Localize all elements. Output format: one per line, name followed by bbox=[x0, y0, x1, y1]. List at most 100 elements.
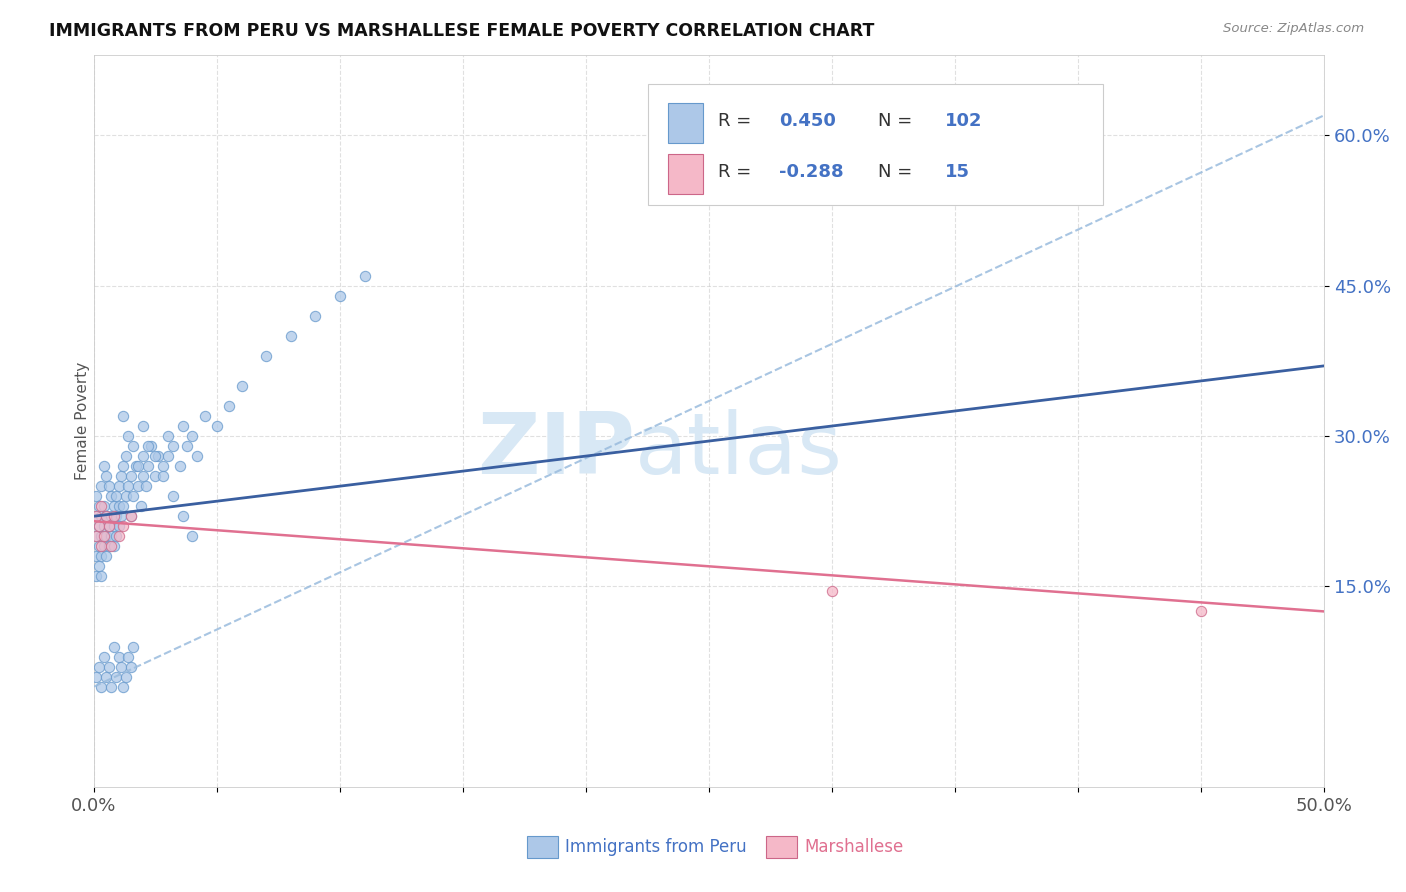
Point bbox=[105, 489, 128, 503]
Point bbox=[86, 529, 108, 543]
Point bbox=[87, 499, 110, 513]
Point bbox=[90, 549, 112, 564]
Point bbox=[87, 539, 110, 553]
Point bbox=[146, 449, 169, 463]
Point bbox=[145, 449, 167, 463]
Text: 102: 102 bbox=[945, 112, 983, 130]
Point bbox=[117, 429, 139, 443]
Point bbox=[117, 479, 139, 493]
Point bbox=[125, 459, 148, 474]
Point bbox=[86, 489, 108, 503]
FancyBboxPatch shape bbox=[648, 85, 1102, 205]
Point bbox=[86, 509, 108, 524]
Point bbox=[127, 479, 149, 493]
Point bbox=[96, 529, 118, 543]
Point bbox=[145, 469, 167, 483]
Text: Marshallese: Marshallese bbox=[804, 838, 904, 855]
Point bbox=[97, 659, 120, 673]
Point bbox=[280, 328, 302, 343]
Point bbox=[120, 659, 142, 673]
Point bbox=[194, 409, 217, 423]
Point bbox=[105, 669, 128, 683]
Point bbox=[127, 459, 149, 474]
Point bbox=[115, 489, 138, 503]
Point bbox=[139, 439, 162, 453]
Point bbox=[103, 640, 125, 654]
Point bbox=[115, 669, 138, 683]
Point bbox=[304, 309, 326, 323]
Point bbox=[254, 349, 277, 363]
Point bbox=[129, 499, 152, 513]
Point bbox=[172, 419, 194, 434]
Point bbox=[152, 469, 174, 483]
Point bbox=[1189, 604, 1212, 618]
Point bbox=[97, 519, 120, 533]
Point bbox=[117, 649, 139, 664]
Point bbox=[120, 509, 142, 524]
Point bbox=[132, 469, 155, 483]
Point bbox=[156, 429, 179, 443]
Point bbox=[136, 439, 159, 453]
Point bbox=[152, 459, 174, 474]
Point bbox=[93, 539, 115, 553]
Point bbox=[100, 489, 122, 503]
Point bbox=[100, 529, 122, 543]
Point bbox=[186, 449, 208, 463]
Point bbox=[112, 459, 135, 474]
Point bbox=[218, 399, 240, 413]
Point bbox=[100, 539, 122, 553]
Point bbox=[100, 680, 122, 694]
Point bbox=[97, 539, 120, 553]
Point bbox=[103, 539, 125, 553]
Point bbox=[103, 519, 125, 533]
Point bbox=[112, 519, 135, 533]
Text: Source: ZipAtlas.com: Source: ZipAtlas.com bbox=[1223, 22, 1364, 36]
Point bbox=[181, 429, 204, 443]
Point bbox=[90, 499, 112, 513]
Point bbox=[176, 439, 198, 453]
Point bbox=[110, 469, 132, 483]
Point bbox=[90, 509, 112, 524]
Bar bbox=[668, 103, 703, 143]
Point bbox=[87, 519, 110, 533]
Point bbox=[112, 499, 135, 513]
Point bbox=[103, 509, 125, 524]
Point bbox=[93, 519, 115, 533]
Point bbox=[105, 529, 128, 543]
Point bbox=[107, 519, 129, 533]
Point bbox=[162, 489, 184, 503]
Point bbox=[120, 509, 142, 524]
Point bbox=[86, 569, 108, 583]
Point bbox=[103, 499, 125, 513]
Point bbox=[86, 669, 108, 683]
Point bbox=[172, 509, 194, 524]
Point bbox=[110, 509, 132, 524]
Point bbox=[87, 519, 110, 533]
Point bbox=[93, 649, 115, 664]
Point bbox=[90, 539, 112, 553]
Point bbox=[112, 409, 135, 423]
Point bbox=[107, 529, 129, 543]
Text: -0.288: -0.288 bbox=[779, 163, 844, 181]
Point bbox=[107, 499, 129, 513]
Point bbox=[87, 659, 110, 673]
Point bbox=[100, 509, 122, 524]
Text: R =: R = bbox=[717, 163, 756, 181]
Point bbox=[162, 439, 184, 453]
Point bbox=[353, 268, 375, 283]
Point bbox=[96, 549, 118, 564]
Point bbox=[96, 669, 118, 683]
Point bbox=[205, 419, 228, 434]
Point bbox=[107, 649, 129, 664]
Point bbox=[329, 289, 352, 303]
Text: 15: 15 bbox=[945, 163, 970, 181]
Point bbox=[132, 449, 155, 463]
Point bbox=[96, 469, 118, 483]
Point bbox=[90, 479, 112, 493]
Point bbox=[231, 379, 253, 393]
Point bbox=[93, 499, 115, 513]
Point bbox=[96, 509, 118, 524]
Text: ZIP: ZIP bbox=[478, 409, 636, 491]
Point bbox=[97, 519, 120, 533]
Point bbox=[93, 529, 115, 543]
